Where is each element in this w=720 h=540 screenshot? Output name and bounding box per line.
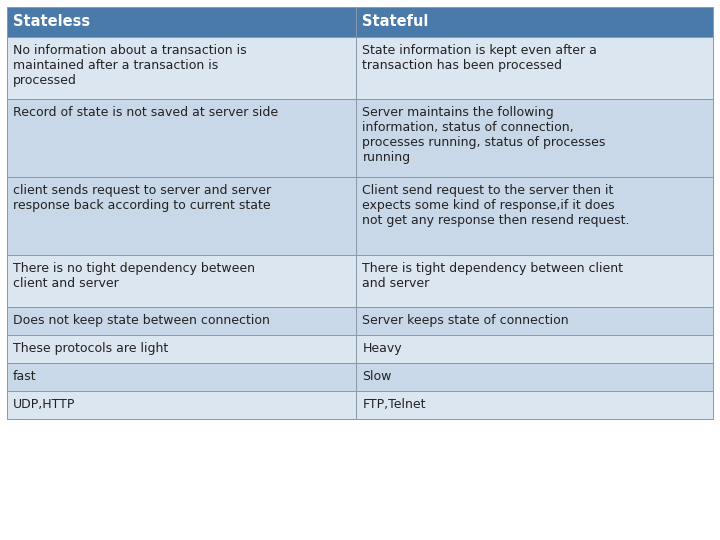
Text: There is no tight dependency between
client and server: There is no tight dependency between cli… xyxy=(13,262,255,290)
Bar xyxy=(356,307,713,335)
Text: fast: fast xyxy=(13,370,37,383)
Text: Server keeps state of connection: Server keeps state of connection xyxy=(362,314,569,327)
Bar xyxy=(356,7,713,37)
Bar xyxy=(7,307,356,335)
Bar xyxy=(356,363,713,391)
Bar xyxy=(356,255,713,307)
Text: Stateful: Stateful xyxy=(362,14,429,29)
Bar xyxy=(356,391,713,419)
Text: client sends request to server and server
response back according to current sta: client sends request to server and serve… xyxy=(13,184,271,212)
Text: There is tight dependency between client
and server: There is tight dependency between client… xyxy=(362,262,624,290)
Bar xyxy=(7,99,356,177)
Text: State information is kept even after a
transaction has been processed: State information is kept even after a t… xyxy=(362,44,598,72)
Text: Heavy: Heavy xyxy=(362,342,402,355)
Text: UDP,HTTP: UDP,HTTP xyxy=(13,398,76,411)
Text: Slow: Slow xyxy=(362,370,392,383)
Text: FTP,Telnet: FTP,Telnet xyxy=(362,398,426,411)
Text: Record of state is not saved at server side: Record of state is not saved at server s… xyxy=(13,106,278,119)
Bar xyxy=(356,37,713,99)
Bar xyxy=(356,177,713,255)
Text: Client send request to the server then it
expects some kind of response,if it do: Client send request to the server then i… xyxy=(362,184,630,227)
Text: Server maintains the following
information, status of connection,
processes runn: Server maintains the following informati… xyxy=(362,106,606,164)
Text: No information about a transaction is
maintained after a transaction is
processe: No information about a transaction is ma… xyxy=(13,44,247,87)
Bar xyxy=(356,99,713,177)
Bar xyxy=(7,335,356,363)
Bar xyxy=(7,7,356,37)
Bar xyxy=(7,391,356,419)
Bar xyxy=(7,177,356,255)
Text: These protocols are light: These protocols are light xyxy=(13,342,168,355)
Bar xyxy=(7,363,356,391)
Text: Does not keep state between connection: Does not keep state between connection xyxy=(13,314,270,327)
Text: Stateless: Stateless xyxy=(13,14,90,29)
Bar xyxy=(7,255,356,307)
Bar xyxy=(356,335,713,363)
Bar xyxy=(7,37,356,99)
